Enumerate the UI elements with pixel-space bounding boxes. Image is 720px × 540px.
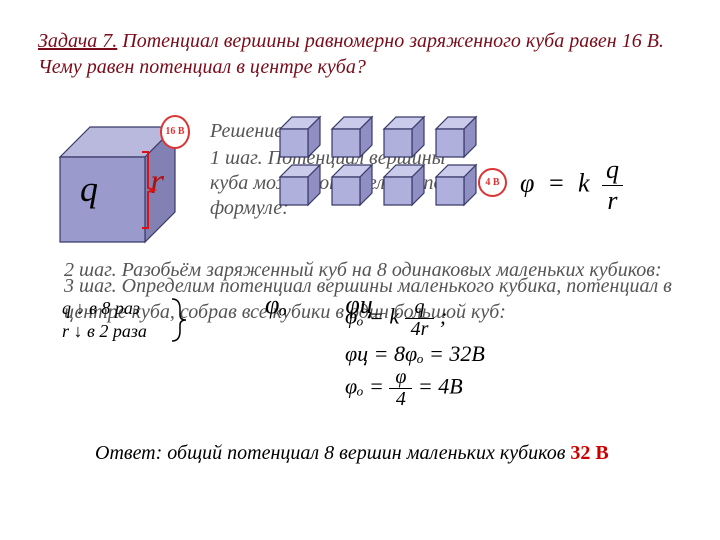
brace-right (170, 297, 188, 343)
k-symbol: k (578, 168, 590, 197)
formula-phi-o: φₒ = k q 4r ; (345, 297, 485, 340)
problem-text: Потенциал вершины равномерно заряженного… (38, 30, 664, 78)
formula-phi-center: φц = 8φₒ = 32B (345, 342, 485, 365)
answer-text: Ответ: общий потенциал 8 вершин маленьки… (95, 440, 655, 466)
charge-q-label: q (80, 168, 98, 210)
small-cubes-grid (275, 112, 505, 227)
problem-title: Задача 7. Потенциал вершины равномерно з… (38, 28, 678, 80)
formula-phi-o-value: φₒ = φ 4 = 4B (345, 367, 485, 410)
q-down-8x: q ↓ в 8 раз (62, 297, 147, 320)
problem-number: Задача 7. (38, 30, 117, 52)
frac-den-r: r (602, 186, 623, 216)
frac-num-q: q (602, 155, 623, 186)
formula-phi-kqr: φ = k q r (520, 155, 623, 216)
vertex-potential-16v: 16 В (160, 115, 190, 149)
r-down-2x: r ↓ в 2 раза (62, 320, 147, 343)
r-brace (140, 150, 160, 230)
scaling-conditions: q ↓ в 8 раз r ↓ в 2 раза (62, 297, 147, 342)
derived-formulas: φₒ = k q 4r ; φц = 8φₒ = 32B φₒ = φ 4 = … (345, 295, 485, 412)
phi-symbol: φ (520, 168, 534, 197)
answer-value: 32 В (570, 442, 608, 464)
answer-prefix: Ответ: общий потенциал 8 вершин маленьки… (95, 442, 565, 464)
phi-o-inline: φₒ (265, 290, 287, 319)
